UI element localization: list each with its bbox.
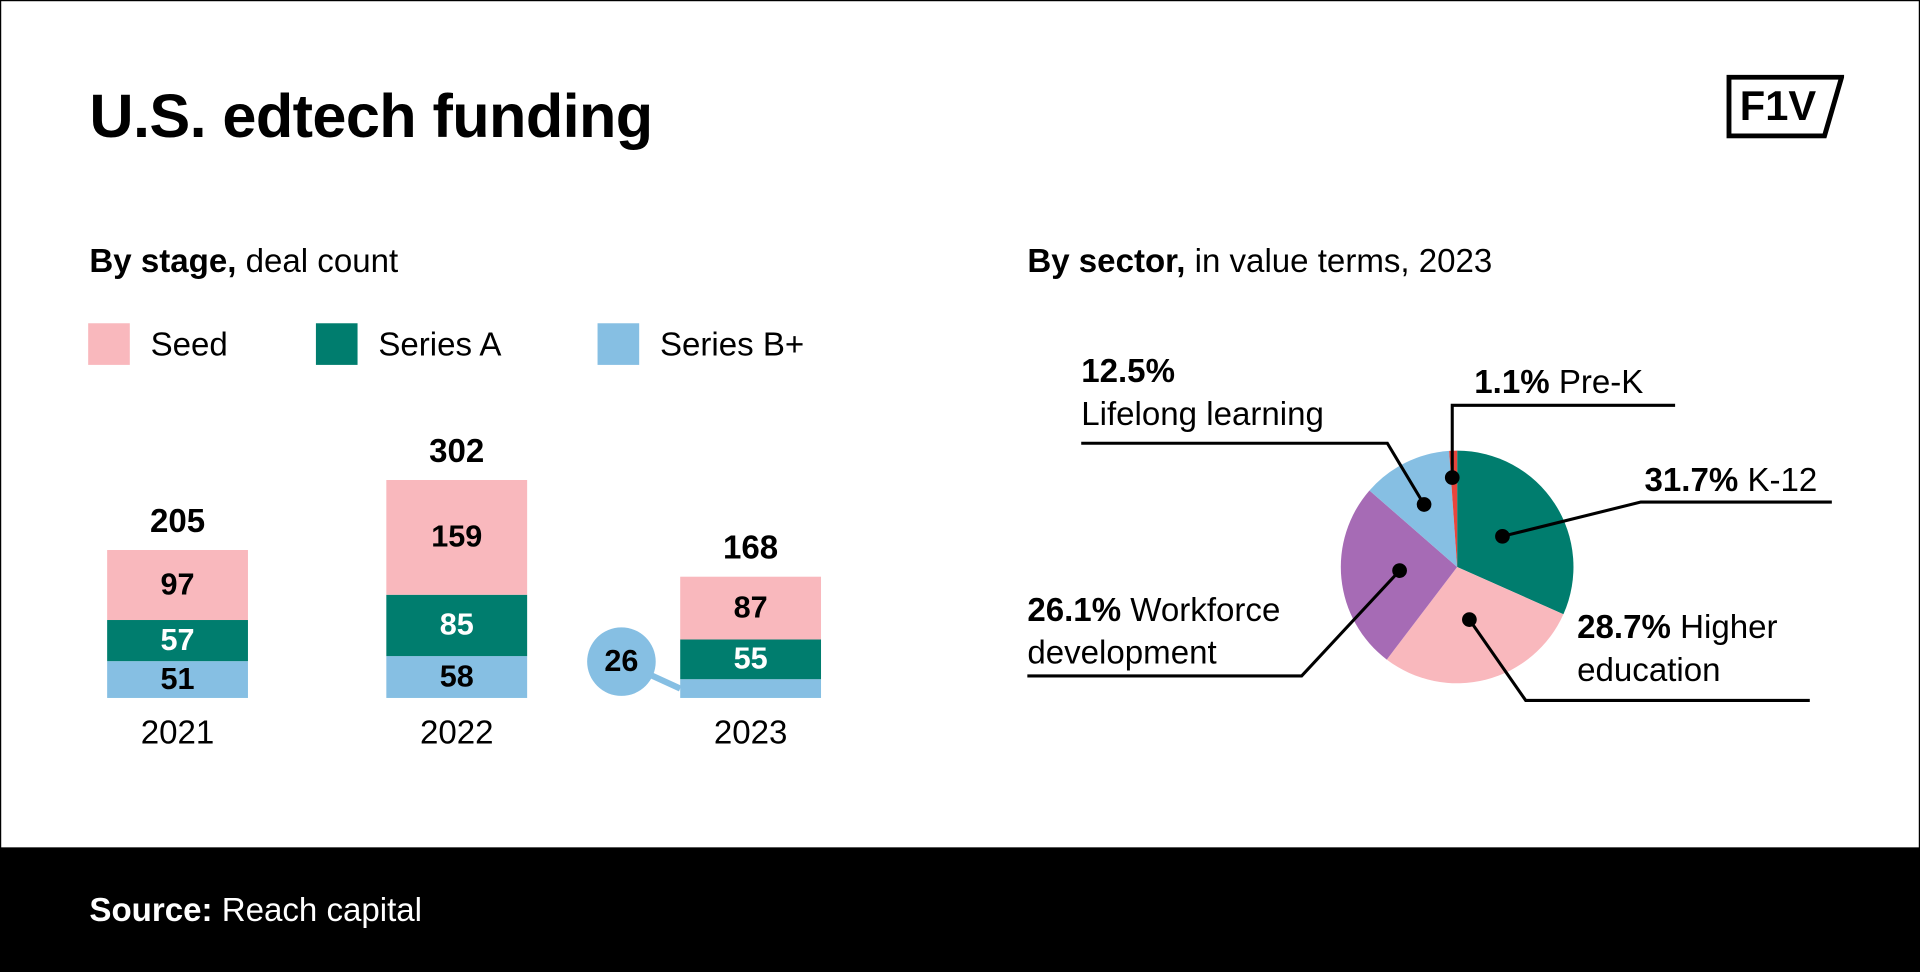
leader-dot <box>1462 612 1477 627</box>
legend-swatch <box>88 323 130 365</box>
category-label: Higher education <box>1577 608 1778 689</box>
data-label: 159 <box>431 520 482 554</box>
bar-segment <box>386 480 528 595</box>
leader-dot <box>1416 497 1432 512</box>
chart-title: By sector, <box>1027 242 1186 280</box>
leader-line <box>1450 403 1676 478</box>
value-label: 12.5% <box>1081 352 1175 390</box>
logo-text: F1V <box>1740 82 1817 129</box>
x-tick-label: 2022 <box>420 714 494 751</box>
logo: F1V <box>1726 74 1845 139</box>
bar-segment <box>680 576 822 640</box>
category-label: Pre-K <box>1558 363 1644 401</box>
bar-segment <box>386 656 528 698</box>
total-label: 205 <box>150 503 205 540</box>
value-label: 1.1% <box>1474 363 1550 401</box>
category-label: K-12 <box>1747 461 1818 499</box>
chart-subtitle: deal count <box>245 242 399 280</box>
leader-line <box>1081 441 1426 506</box>
pie-label: 12.5% Lifelong learning <box>1081 350 1399 436</box>
pie-label: 1.1% Pre-K <box>1474 361 1719 404</box>
value-label: 28.7% <box>1577 608 1671 646</box>
source: Source: Reach capital <box>89 891 422 929</box>
pie-label: 31.7% K-12 <box>1644 459 1889 502</box>
value-label: 26.1% <box>1027 591 1122 629</box>
callout-bubble <box>587 627 656 696</box>
total-label: 168 <box>723 530 778 567</box>
bar-segment <box>386 594 528 657</box>
category-label: Lifelong learning <box>1081 395 1324 433</box>
leader-dot <box>1495 528 1510 544</box>
data-label: 26 <box>604 644 638 678</box>
legend-label: Series B+ <box>660 326 804 363</box>
legend-swatch <box>597 323 640 365</box>
pie-label: 26.1% Workforce development <box>1027 589 1321 675</box>
total-label: 302 <box>429 433 484 470</box>
source-label: Source: <box>89 891 213 929</box>
value-label: 31.7% <box>1644 461 1739 499</box>
legend-swatch <box>315 323 358 365</box>
data-label: 85 <box>440 608 474 642</box>
bar-chart-heading: By stage, deal count <box>89 242 398 280</box>
bar-segment <box>107 661 248 698</box>
data-label: 55 <box>734 642 768 676</box>
source-text: Reach capital <box>221 891 423 929</box>
chart-title: By stage, <box>89 242 237 280</box>
legend-label: Series A <box>378 326 501 363</box>
x-tick-label: 2023 <box>714 714 788 751</box>
legend-label: Seed <box>151 326 228 363</box>
footer: Source: Reach capital <box>0 847 1920 972</box>
bar-segment <box>107 550 248 621</box>
chart: Seed Series A Series B+ 51 57 97 205 2021 58 85 15… <box>88 323 1832 751</box>
leader-line <box>1468 618 1810 702</box>
data-label: 57 <box>161 623 195 657</box>
x-tick-label: 2021 <box>141 714 215 751</box>
bar-segment <box>680 679 822 698</box>
logo-frame <box>1726 74 1845 139</box>
bar-segment <box>107 620 248 662</box>
data-label: 97 <box>161 567 195 601</box>
leader-line <box>1027 569 1401 678</box>
pie-slice <box>1369 450 1458 567</box>
leader-dot <box>1444 470 1460 485</box>
chart-subtitle: in value terms, 2023 <box>1194 242 1493 280</box>
bar-segment <box>680 639 822 680</box>
data-label: 58 <box>440 659 474 693</box>
leader-dot <box>1392 563 1407 578</box>
data-label: 87 <box>734 590 768 624</box>
category-label: Workforce development <box>1027 591 1281 672</box>
page-title: U.S. edtech funding <box>89 82 653 151</box>
leader-line <box>1502 500 1832 538</box>
pie-chart-heading: By sector, in value terms, 2023 <box>1027 242 1492 280</box>
data-label: 51 <box>161 662 195 696</box>
pie-label: 28.7% Higher education <box>1577 606 1822 692</box>
